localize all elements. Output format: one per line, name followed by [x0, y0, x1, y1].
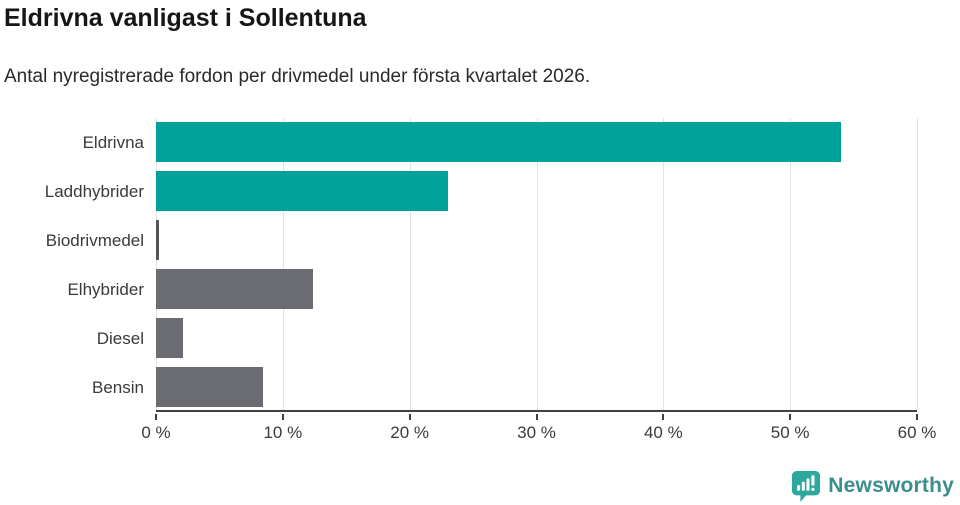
x-tick-mark-10	[281, 414, 284, 420]
category-label: Biodrivmedel	[45, 230, 144, 250]
category-label: Bensin	[92, 377, 144, 397]
bar-row-eldrivna: Eldrivna	[83, 118, 917, 167]
bar-row-laddhybrider: Laddhybrider	[45, 167, 917, 216]
x-tick-mark-60	[916, 414, 918, 420]
gridline-60	[917, 118, 918, 410]
gridline-30	[536, 118, 538, 410]
x-tick-label-10: 10 %	[263, 423, 303, 442]
x-tick-mark-30	[535, 414, 538, 420]
x-tick-label-50: 50 %	[770, 423, 810, 442]
x-tick-label-60: 60 %	[897, 423, 937, 442]
brand-name: Newsworthy	[828, 474, 954, 497]
category-label: Elhybrider	[67, 279, 144, 299]
brand-logo: Newsworthy	[791, 470, 954, 502]
bar	[156, 318, 183, 358]
gridline-10	[282, 118, 284, 410]
bar-row-biodrivmedel: Biodrivmedel	[46, 216, 917, 265]
bar	[156, 122, 841, 162]
gridline-50	[790, 118, 792, 410]
bar-row-elhybrider: Elhybrider	[67, 265, 917, 314]
category-label: Eldrivna	[82, 132, 144, 152]
x-axis: 0 % 10 % 20 % 30 % 40 % 50 % 60 %	[141, 414, 936, 450]
newsworthy-logo-icon	[791, 470, 821, 502]
x-tick-mark-20	[408, 414, 411, 420]
gridline-40	[663, 118, 665, 410]
bar	[156, 220, 159, 260]
bar	[156, 269, 314, 309]
x-tick-label-40: 40 %	[643, 423, 683, 442]
bar	[156, 367, 263, 407]
chart-title: Eldrivna vanligast i Sollentuna	[4, 4, 367, 32]
category-label: Diesel	[96, 328, 144, 348]
bar-row-bensin: Bensin	[92, 363, 917, 412]
gridline-20	[409, 118, 411, 410]
plot-area: Eldrivna Laddhybrider Biodrivmedel Elhybrid…	[45, 118, 918, 412]
x-tick-mark-40	[662, 414, 665, 420]
category-label: Laddhybrider	[44, 181, 144, 201]
x-tick-label-30: 30 %	[517, 423, 556, 442]
chart-subtitle: Antal nyregistrerade fordon per drivmede…	[4, 66, 591, 87]
x-tick-mark-50	[789, 414, 792, 420]
bar	[156, 171, 448, 211]
x-tick-label-0: 0 %	[141, 423, 171, 442]
bar-row-diesel: Diesel	[97, 314, 917, 363]
x-tick-label-20: 20 %	[390, 423, 430, 442]
x-tick-mark-0	[155, 414, 157, 420]
gridline-0	[156, 118, 157, 410]
